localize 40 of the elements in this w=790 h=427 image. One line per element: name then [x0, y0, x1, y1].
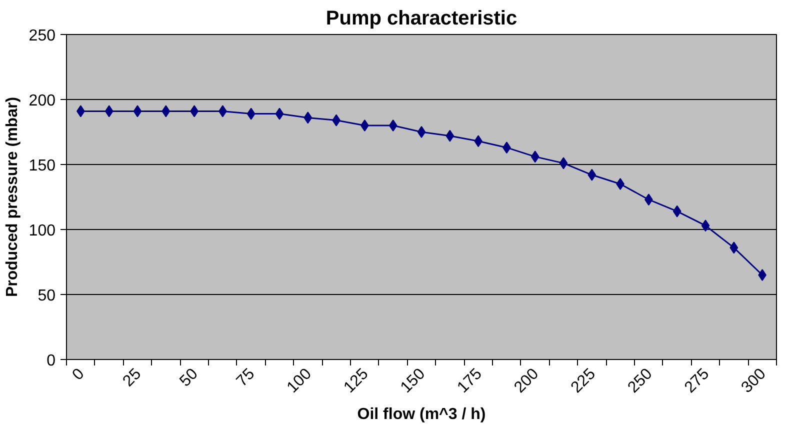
point	[701, 220, 710, 232]
point	[530, 150, 540, 163]
x-tick-label: 225	[568, 365, 600, 396]
chart-title: Pump characteristic	[326, 8, 518, 30]
point	[672, 205, 682, 218]
y-tick-label: 150	[28, 158, 56, 174]
x-axis-title: Oil flow (m^3 / h)	[357, 406, 486, 423]
point	[104, 105, 114, 118]
point	[417, 126, 426, 138]
point	[559, 157, 568, 170]
x-tick-label: 100	[284, 365, 316, 396]
x-tick-label: 50	[176, 365, 202, 390]
y-tick-label: 100	[28, 222, 56, 240]
point	[588, 168, 596, 181]
point	[304, 112, 312, 124]
x-tick-label: 0	[69, 365, 88, 384]
point	[730, 242, 738, 254]
y-axis-title: Produced pressure (mbar)	[4, 96, 21, 298]
x-tick-label: 175	[454, 365, 486, 396]
y-tick-label: 50	[38, 288, 56, 304]
x-tick-label: 250	[624, 365, 656, 396]
point	[388, 120, 398, 132]
point	[133, 105, 142, 118]
x-tick-label: 125	[340, 365, 372, 396]
x-tick-label: 275	[682, 365, 713, 396]
point	[275, 108, 284, 120]
x-tick-label: 75	[234, 365, 258, 390]
point	[246, 108, 256, 120]
point	[360, 120, 369, 132]
point	[446, 130, 454, 142]
x-tick-label: 150	[398, 365, 429, 396]
y-tick-label: 250	[28, 28, 56, 44]
x-tick-label: 300	[738, 365, 770, 396]
x-tick-label: 25	[120, 365, 145, 390]
point	[758, 269, 766, 281]
point	[616, 178, 624, 190]
x-tick-label: 200	[511, 365, 542, 396]
y-tick-label: 200	[28, 92, 56, 110]
point	[162, 105, 170, 118]
y-tick-label: 0	[46, 352, 56, 370]
